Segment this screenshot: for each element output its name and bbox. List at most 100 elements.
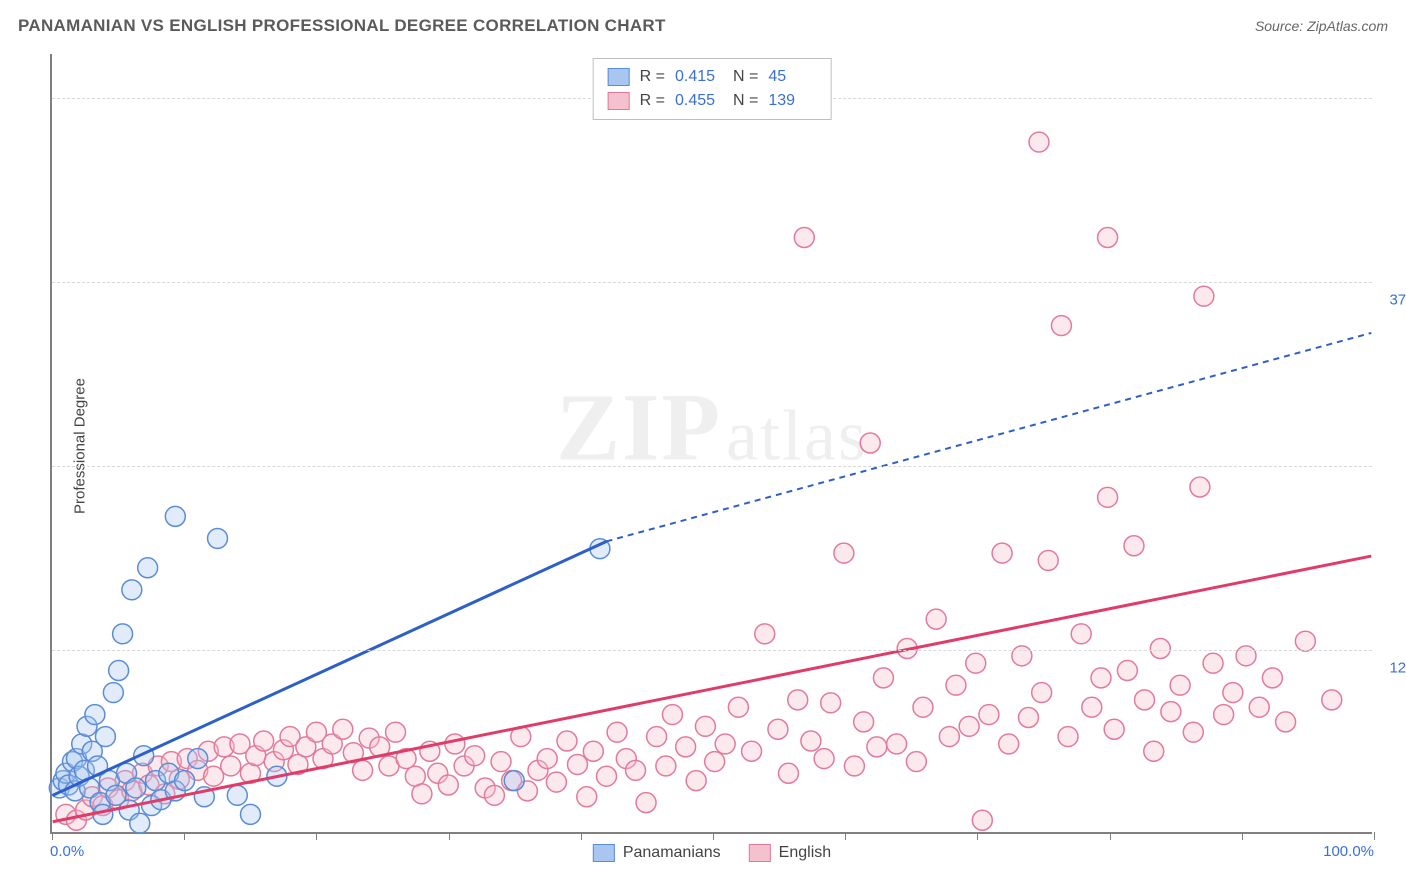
legend-item-english: English: [749, 844, 831, 862]
data-point: [913, 697, 933, 717]
x-tick: [52, 832, 53, 840]
data-point: [695, 716, 715, 736]
data-point: [1144, 741, 1164, 761]
data-point: [972, 810, 992, 830]
gridline: [52, 466, 1372, 467]
x-tick-label: 0.0%: [50, 843, 84, 860]
data-point: [138, 558, 158, 578]
data-point: [1170, 675, 1190, 695]
data-point: [95, 727, 115, 747]
data-point: [1051, 316, 1071, 336]
data-point: [1249, 697, 1269, 717]
x-tick: [713, 832, 714, 840]
data-point: [85, 705, 105, 725]
data-point: [227, 785, 247, 805]
data-point: [1104, 719, 1124, 739]
data-point: [1295, 631, 1315, 651]
data-point: [992, 543, 1012, 563]
data-point: [1029, 132, 1049, 152]
data-point: [1082, 697, 1102, 717]
legend-item-panamanians: Panamanians: [593, 844, 721, 862]
data-point: [1150, 639, 1170, 659]
data-point: [728, 697, 748, 717]
data-point: [465, 746, 485, 766]
x-tick: [1374, 832, 1375, 840]
data-point: [568, 755, 588, 775]
data-point: [1117, 661, 1137, 681]
data-point: [113, 624, 133, 644]
data-point: [1161, 702, 1181, 722]
data-point: [844, 756, 864, 776]
data-point: [860, 433, 880, 453]
data-point: [175, 771, 195, 791]
data-point: [715, 734, 735, 754]
data-point: [801, 731, 821, 751]
data-point: [353, 760, 373, 780]
data-point: [873, 668, 893, 688]
data-point: [656, 756, 676, 776]
swatch-panamanians-icon: [593, 844, 615, 862]
data-point: [1124, 536, 1144, 556]
x-tick: [845, 832, 846, 840]
data-point: [647, 727, 667, 747]
data-point: [1276, 712, 1296, 732]
data-point: [241, 804, 261, 824]
data-point: [999, 734, 1019, 754]
data-point: [1038, 550, 1058, 570]
data-point: [1135, 690, 1155, 710]
data-point: [1203, 653, 1223, 673]
data-point: [122, 580, 142, 600]
data-point: [1190, 477, 1210, 497]
chart-header: PANAMANIAN VS ENGLISH PROFESSIONAL DEGRE…: [0, 0, 1406, 42]
x-tick: [1110, 832, 1111, 840]
data-point: [607, 722, 627, 742]
data-point: [1098, 487, 1118, 507]
y-tick-label: 37.5%: [1377, 292, 1406, 309]
x-tick: [449, 832, 450, 840]
data-point: [768, 719, 788, 739]
data-point: [130, 813, 150, 833]
data-point: [1091, 668, 1111, 688]
data-point: [821, 693, 841, 713]
data-point: [1018, 708, 1038, 728]
data-point: [109, 661, 129, 681]
data-point: [1012, 646, 1032, 666]
data-point: [254, 731, 274, 751]
data-point: [926, 609, 946, 629]
legend-series: Panamanians English: [593, 844, 831, 862]
trend-panamanians-extrapolated: [607, 333, 1372, 541]
data-point: [1032, 683, 1052, 703]
data-point: [979, 705, 999, 725]
data-point: [1322, 690, 1342, 710]
data-point: [959, 716, 979, 736]
data-point: [126, 778, 146, 798]
legend-stats: R = 0.415 N = 45 R = 0.455 N = 139: [593, 58, 832, 120]
x-tick-label: 100.0%: [1323, 843, 1374, 860]
data-point: [1058, 727, 1078, 747]
x-tick: [1242, 832, 1243, 840]
data-point: [333, 719, 353, 739]
data-point: [208, 528, 228, 548]
data-point: [867, 737, 887, 757]
chart-source: Source: ZipAtlas.com: [1255, 18, 1388, 34]
data-point: [636, 793, 656, 813]
data-point: [1223, 683, 1243, 703]
data-point: [583, 741, 603, 761]
data-point: [103, 683, 123, 703]
data-point: [946, 675, 966, 695]
x-tick: [316, 832, 317, 840]
data-point: [834, 543, 854, 563]
data-point: [412, 784, 432, 804]
data-point: [854, 712, 874, 732]
data-point: [705, 752, 725, 772]
x-tick: [581, 832, 582, 840]
legend-row-english: R = 0.455 N = 139: [608, 89, 817, 113]
data-point: [557, 731, 577, 751]
data-point: [887, 734, 907, 754]
data-point: [626, 760, 646, 780]
plot-area: ZIP atlas R = 0.415 N = 45 R = 0.455 N =…: [50, 54, 1372, 834]
data-point: [1194, 286, 1214, 306]
data-point: [966, 653, 986, 673]
data-point: [939, 727, 959, 747]
data-point: [662, 705, 682, 725]
